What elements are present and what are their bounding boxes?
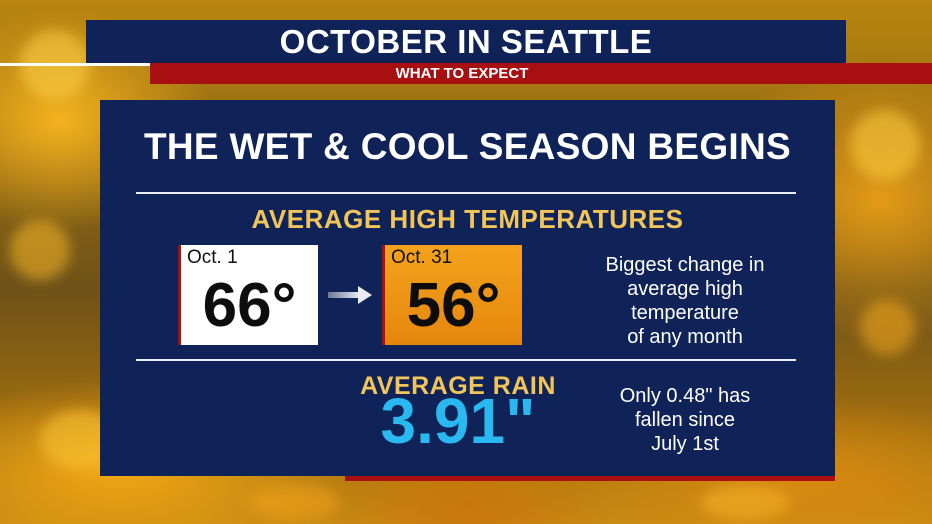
panel-accent-bar [345,476,835,481]
temperature-note: Biggest change in average high temperatu… [570,253,800,349]
divider-bottom [136,359,796,361]
page-subtitle: WHAT TO EXPECT [395,65,529,82]
temperature-note-line: Biggest change in [605,254,765,276]
arrow-right-icon [328,286,372,304]
info-panel: THE WET & COOL SEASON BEGINS AVERAGE HIG… [100,100,835,476]
temperature-note-line: temperature [631,302,739,324]
end-temperature: 56° [406,271,501,340]
rain-note-line: Only 0.48" has [619,385,751,407]
rain-value: 3.91" [380,385,536,457]
rain-note: Only 0.48" has fallen since July 1st [580,384,790,456]
start-temperature: 66° [202,271,297,340]
title-bar: OCTOBER IN SEATTLE [86,20,846,64]
subtitle-bar: WHAT TO EXPECT [150,63,932,84]
rain-note-line: fallen since [634,409,736,431]
start-temperature-box: Oct. 1 66° [178,245,318,345]
panel-headline: THE WET & COOL SEASON BEGINS [143,126,792,167]
temperature-note-line: average high [627,278,743,300]
title-accent-line [0,63,150,66]
end-temperature-box: Oct. 31 56° [382,245,522,345]
temperature-note-line: of any month [627,326,743,348]
temperature-section-title: AVERAGE HIGH TEMPERATURES [251,204,684,234]
end-date: Oct. 31 [391,247,453,268]
divider-top [136,192,796,194]
start-date: Oct. 1 [187,247,238,268]
page-title: OCTOBER IN SEATTLE [279,23,653,60]
rain-section-title: AVERAGE RAIN [360,372,556,400]
rain-note-line: July 1st [651,433,719,455]
